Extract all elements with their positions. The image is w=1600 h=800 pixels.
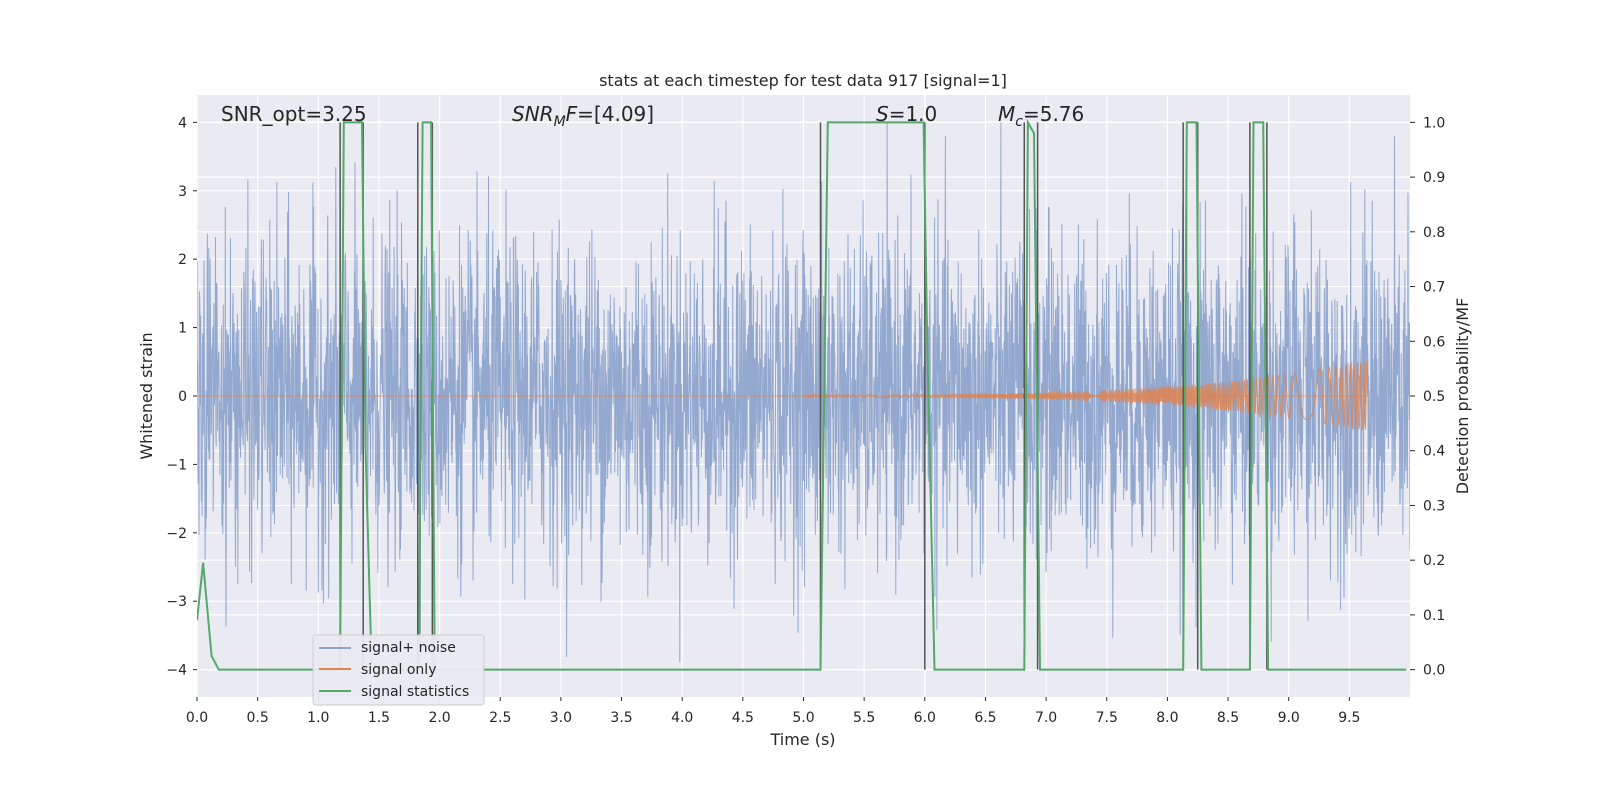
- chart-title: stats at each timestep for test data 917…: [599, 71, 1007, 90]
- legend-label-noise: signal+ noise: [361, 640, 456, 656]
- x-tick-label-0: 0.0: [186, 710, 208, 726]
- y-left-tick-label-4: 0: [178, 389, 187, 405]
- annotation-mc: Mc=5.76: [998, 102, 1084, 130]
- legend: signal+ noise signal only signal statist…: [312, 634, 485, 706]
- y-right-tick-label-10: 0.0: [1423, 663, 1445, 679]
- legend-label-statistic: signal statistics: [361, 684, 469, 700]
- y-axis-left-label: Whitened strain: [137, 332, 156, 459]
- x-tick-label-6: 3.0: [550, 710, 572, 726]
- y-right-tick-label-2: 0.8: [1423, 225, 1445, 241]
- y-axis-right-label: Detection probability/MF: [1453, 298, 1472, 495]
- x-tick-label-14: 7.0: [1035, 710, 1057, 726]
- annotation-snr-opt: SNR_opt=3.25: [221, 102, 367, 126]
- x-tick-label-8: 4.0: [671, 710, 693, 726]
- x-tick-label-10: 5.0: [792, 710, 814, 726]
- noise-line: [197, 122, 1410, 663]
- y-axis-left-ticks: 4 3 2 1 0 −1 −2 −3 −4: [166, 115, 197, 679]
- x-axis-label: Time (s): [769, 730, 835, 749]
- x-axis-ticks: 0.0 0.5 1.0 1.5 2.0 2.5 3.0 3.5 4.0 4.5 5.0 5.5 6.0 6…: [186, 697, 1360, 726]
- x-tick-label-3: 1.5: [368, 710, 390, 726]
- y-right-tick-label-7: 0.3: [1423, 498, 1445, 514]
- signal-only-series: [197, 361, 1369, 431]
- y-right-tick-label-5: 0.5: [1423, 389, 1445, 405]
- annotation-s: S=1.0: [876, 102, 937, 126]
- legend-label-signal: signal only: [361, 662, 436, 678]
- y-axis-right-ticks: 1.0 0.9 0.8 0.7 0.6 0.5 0.4 0.3 0.2 0.1 0.0: [1410, 115, 1445, 679]
- x-tick-label-5: 2.5: [489, 710, 511, 726]
- x-tick-label-1: 0.5: [247, 710, 269, 726]
- x-tick-label-9: 4.5: [732, 710, 754, 726]
- x-tick-label-17: 8.5: [1217, 710, 1239, 726]
- y-right-tick-label-9: 0.1: [1423, 608, 1445, 624]
- y-left-tick-label-8: −4: [166, 663, 187, 679]
- x-tick-label-19: 9.5: [1338, 710, 1360, 726]
- x-tick-label-12: 6.0: [914, 710, 936, 726]
- y-left-tick-label-3: 1: [178, 321, 187, 337]
- x-tick-label-11: 5.5: [853, 710, 875, 726]
- x-tick-label-7: 3.5: [610, 710, 632, 726]
- x-tick-label-2: 1.0: [307, 710, 329, 726]
- y-right-tick-label-8: 0.2: [1423, 553, 1445, 569]
- annotation-mc-value: =5.76: [1023, 102, 1084, 126]
- annotation-s-value: =1.0: [889, 102, 938, 126]
- signal-statistics-series: [197, 118, 1407, 671]
- y-right-tick-label-6: 0.4: [1423, 444, 1445, 460]
- signal-statistics-line: [197, 118, 1407, 671]
- x-tick-label-13: 6.5: [974, 710, 996, 726]
- x-tick-label-4: 2.0: [428, 710, 450, 726]
- y-left-tick-label-7: −3: [166, 594, 187, 610]
- legend-box: [312, 634, 485, 706]
- y-right-tick-label-4: 0.6: [1423, 334, 1445, 350]
- annotation-snr-mf-value: =[4.09]: [577, 102, 654, 126]
- y-right-tick-label-0: 1.0: [1423, 115, 1445, 131]
- y-left-tick-label-2: 2: [178, 252, 187, 268]
- x-tick-label-18: 9.0: [1278, 710, 1300, 726]
- y-right-tick-label-3: 0.7: [1423, 280, 1445, 296]
- signal-only-line: [803, 361, 1369, 431]
- y-right-tick-label-1: 0.9: [1423, 170, 1445, 186]
- y-left-tick-label-1: 3: [178, 184, 187, 200]
- annotation-snr-mf: SNRMF=[4.09]: [512, 102, 654, 130]
- x-tick-label-15: 7.5: [1096, 710, 1118, 726]
- y-left-tick-label-0: 4: [178, 115, 187, 131]
- y-left-tick-label-6: −2: [166, 526, 187, 542]
- x-tick-label-16: 8.0: [1156, 710, 1178, 726]
- y-left-tick-label-5: −1: [166, 457, 187, 473]
- noise-series: [197, 122, 1410, 663]
